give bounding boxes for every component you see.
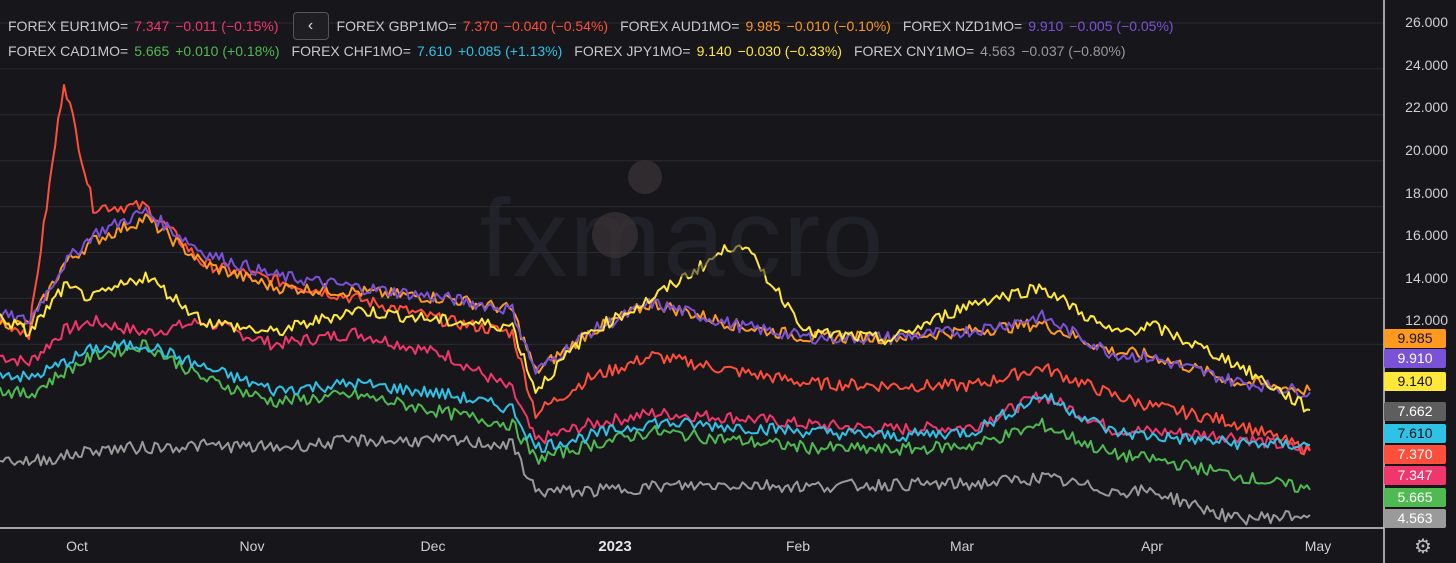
y-tick-label: 16.000	[1405, 227, 1448, 243]
series-line-forexjpy1mo[interactable]	[0, 244, 1311, 413]
legend-change: −0.040 (−0.54%)	[503, 18, 609, 34]
series-line-forexcny1mo[interactable]	[0, 433, 1311, 526]
legend-item-aud[interactable]: FOREX AUD1MO= 9.985 −0.010 (−0.10%)	[620, 18, 891, 34]
watermark-text: fxmacro	[480, 177, 886, 300]
price-axis[interactable]: 26.000 24.000 22.000 20.000 18.000 16.00…	[1384, 0, 1456, 528]
legend-item-cny[interactable]: FOREX CNY1MO= 4.563 −0.037 (−0.80%)	[854, 43, 1126, 59]
legend-change: +0.010 (+0.18%)	[175, 43, 280, 59]
x-tick-label: Oct	[66, 538, 88, 554]
legend-item-cad[interactable]: FOREX CAD1MO= 5.665 +0.010 (+0.18%)	[8, 43, 280, 59]
price-tag-eur: 7.347	[1384, 466, 1446, 485]
legend-name: FOREX CHF1MO=	[291, 43, 411, 59]
x-tick-label: Mar	[949, 538, 975, 554]
legend-change: +0.085 (+1.13%)	[458, 43, 563, 59]
x-tick-label: Feb	[785, 538, 811, 554]
legend-change: −0.037 (−0.80%)	[1021, 43, 1126, 59]
price-tag-gbp: 7.370	[1384, 445, 1446, 464]
y-tick-label: 18.000	[1405, 185, 1448, 201]
settings-gear-icon[interactable]: ⚙	[1410, 533, 1436, 559]
legend-row: FOREX CAD1MO= 5.665 +0.010 (+0.18%) FORE…	[8, 43, 1138, 59]
series-line-forexnzd1mo[interactable]	[0, 206, 1311, 399]
legend-change: −0.010 (−0.10%)	[786, 18, 891, 34]
collapse-legend-button[interactable]: ‹	[292, 12, 329, 40]
legend-name: FOREX JPY1MO=	[574, 43, 691, 59]
series-line-forexcad1mo[interactable]	[0, 339, 1311, 493]
watermark-dot	[592, 212, 638, 258]
legend-value: 4.563	[980, 43, 1016, 59]
y-tick-label: 24.000	[1405, 57, 1448, 73]
y-tick-label: 12.000	[1405, 312, 1448, 328]
legend-value: 9.910	[1028, 18, 1064, 34]
price-tag-cny: 4.563	[1384, 509, 1446, 528]
legend-name: FOREX GBP1MO=	[336, 18, 457, 34]
legend-name: FOREX CNY1MO=	[853, 43, 975, 59]
legend-value: 7.370	[462, 18, 498, 34]
series-line-forexchf1mo[interactable]	[0, 339, 1311, 453]
legend-name: FOREX EUR1MO=	[8, 18, 129, 34]
legend-value: 7.610	[416, 43, 452, 59]
x-tick-label-year: 2023	[598, 538, 632, 555]
grid-lines	[0, 22, 1384, 345]
price-tag-gray: 7.662	[1384, 402, 1446, 421]
legend-item-gbp[interactable]: FOREX GBP1MO= 7.370 −0.040 (−0.54%)	[337, 18, 609, 34]
legend-change: −0.005 (−0.05%)	[1069, 18, 1174, 34]
legend-item-eur[interactable]: FOREX EUR1MO= 7.347 −0.011 (−0.15%)	[8, 18, 279, 34]
price-tag-jpy: 9.140	[1384, 372, 1446, 391]
price-tag-chf: 7.610	[1384, 424, 1446, 443]
series-line-forexeur1mo[interactable]	[0, 314, 1311, 456]
legend-item-nzd[interactable]: FOREX NZD1MO= 9.910 −0.005 (−0.05%)	[903, 18, 1174, 34]
x-tick-label: Apr	[1141, 538, 1163, 554]
legend-value: 7.347	[134, 18, 170, 34]
x-tick-label: May	[1304, 538, 1332, 554]
price-tag-nzd: 9.910	[1384, 349, 1446, 368]
watermark-dot	[628, 160, 662, 194]
legend-name: FOREX CAD1MO=	[8, 43, 129, 59]
x-tick-label: Dec	[420, 538, 446, 554]
price-tag-cad: 5.665	[1384, 488, 1446, 507]
legend-value: 9.140	[696, 43, 732, 59]
legend-name: FOREX AUD1MO=	[620, 18, 740, 34]
legend-change: −0.011 (−0.15%)	[175, 18, 279, 34]
series-lines	[0, 84, 1311, 526]
legend-change: −0.030 (−0.33%)	[737, 43, 842, 59]
x-tick-label: Nov	[239, 538, 265, 554]
y-tick-label: 14.000	[1405, 270, 1448, 286]
legend-item-chf[interactable]: FOREX CHF1MO= 7.610 +0.085 (+1.13%)	[292, 43, 563, 59]
legend-value: 9.985	[745, 18, 781, 34]
chevron-left-icon: ‹	[307, 17, 314, 34]
legend-row: FOREX EUR1MO= 7.347 −0.011 (−0.15%) ‹ FO…	[8, 12, 1186, 40]
y-tick-label: 20.000	[1405, 142, 1448, 158]
legend-name: FOREX NZD1MO=	[902, 18, 1023, 34]
y-tick-label: 26.000	[1405, 14, 1448, 30]
price-tag-aud: 9.985	[1384, 329, 1446, 348]
gear-icon: ⚙	[1414, 535, 1432, 558]
y-tick-label: 22.000	[1405, 99, 1448, 115]
legend-item-jpy[interactable]: FOREX JPY1MO= 9.140 −0.030 (−0.33%)	[574, 43, 842, 59]
legend-value: 5.665	[134, 43, 170, 59]
